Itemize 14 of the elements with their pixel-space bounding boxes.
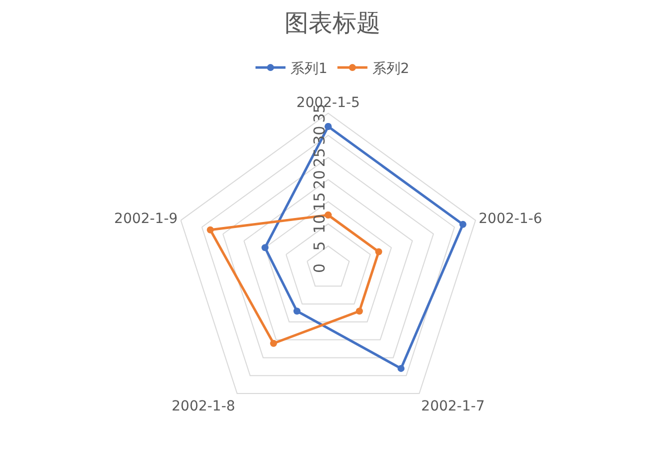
y-tick-label: 30	[310, 126, 329, 145]
spoke-label: 2002-1-7	[421, 398, 485, 414]
y-tick-label: 10	[310, 214, 329, 234]
y-tick-label: 0	[310, 263, 329, 273]
y-tick-label: 25	[310, 148, 329, 168]
chart-title: 图表标题	[284, 9, 380, 38]
spoke-label: 2002-1-8	[172, 398, 236, 414]
legend-label: 系列1	[290, 61, 328, 78]
y-tick-label: 5	[310, 241, 329, 251]
y-tick-label: 15	[310, 192, 329, 212]
legend-label: 系列2	[372, 61, 410, 78]
spoke-label: 2002-1-9	[114, 211, 178, 228]
spoke-label: 2002-1-6	[478, 211, 542, 228]
y-tick-label: 20	[310, 170, 329, 190]
